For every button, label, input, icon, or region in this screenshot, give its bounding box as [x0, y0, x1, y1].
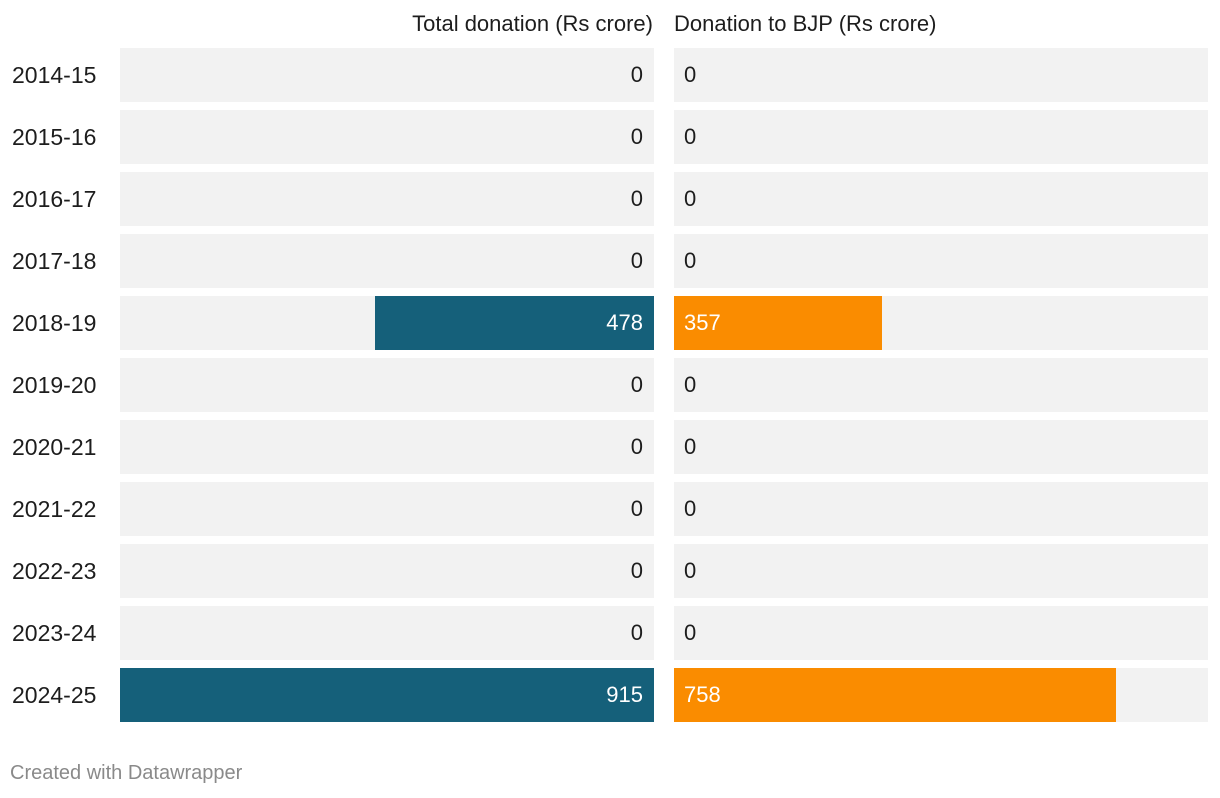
- total-value-label: 478: [606, 310, 643, 335]
- category-label: 2022-23: [12, 558, 97, 584]
- chart-row-2020-21: 2020-21 0 0: [0, 420, 1220, 474]
- category-label: 2020-21: [12, 434, 97, 460]
- category-label: 2018-19: [12, 310, 97, 336]
- chart-row-2015-16: 2015-16 0 0: [0, 110, 1220, 164]
- bjp-value-label: 0: [684, 62, 697, 87]
- total-bar-track: 0: [120, 482, 654, 536]
- total-value-label: 0: [630, 124, 643, 149]
- total-value-label: 0: [630, 186, 643, 211]
- chart-row-2023-24: 2023-24 0 0: [0, 606, 1220, 660]
- category-label: 2014-15: [12, 62, 97, 88]
- bjp-value-label: 758: [684, 682, 721, 707]
- bjp-bar-track: 0: [674, 606, 1208, 660]
- category-label: 2016-17: [12, 186, 97, 212]
- chart-row-2014-15: 2014-15 0 0: [0, 48, 1220, 102]
- bjp-bar-track: 0: [674, 544, 1208, 598]
- bjp-bar: [674, 668, 1116, 722]
- chart-row-2019-20: 2019-20 0 0: [0, 358, 1220, 412]
- total-bar: [120, 668, 654, 722]
- total-bar-track: 0: [120, 420, 654, 474]
- chart-row-2022-23: 2022-23 0 0: [0, 544, 1220, 598]
- total-value-label: 0: [630, 620, 643, 645]
- bjp-bar-track: 0: [674, 420, 1208, 474]
- bjp-value-label: 0: [684, 124, 697, 149]
- total-bar-track: 0: [120, 358, 654, 412]
- total-bar-track: 0: [120, 110, 654, 164]
- bjp-value-label: 0: [684, 558, 697, 583]
- bjp-value-label: 0: [684, 248, 697, 273]
- total-value-label: 0: [630, 62, 643, 87]
- chart-row-2021-22: 2021-22 0 0: [0, 482, 1220, 536]
- bjp-value-label: 0: [684, 496, 697, 521]
- bjp-bar-track: 0: [674, 48, 1208, 102]
- bjp-value-label: 0: [684, 620, 697, 645]
- total-bar-track: 0: [120, 234, 654, 288]
- bjp-bar-track: 0: [674, 358, 1208, 412]
- bjp-bar-track: 0: [674, 110, 1208, 164]
- total-bar: [375, 296, 654, 350]
- category-label: 2024-25: [12, 682, 97, 708]
- bjp-bar-track: 357: [674, 296, 1208, 350]
- chart-row-2024-25: 2024-25 915 758: [0, 668, 1220, 722]
- total-bar-track: 0: [120, 606, 654, 660]
- total-value-label: 0: [630, 434, 643, 459]
- bjp-bar: [674, 296, 882, 350]
- chart-row-2017-18: 2017-18 0 0: [0, 234, 1220, 288]
- total-value-label: 915: [606, 682, 643, 707]
- bjp-value-label: 357: [684, 310, 721, 335]
- total-value-label: 0: [630, 558, 643, 583]
- column-header-bjp-donation: Donation to BJP (Rs crore): [674, 11, 937, 36]
- bjp-bar-track: 0: [674, 482, 1208, 536]
- bjp-value-label: 0: [684, 372, 697, 397]
- bjp-value-label: 0: [684, 434, 697, 459]
- column-header-total-donation: Total donation (Rs crore): [412, 11, 653, 36]
- total-bar-track: 0: [120, 48, 654, 102]
- credit-text: Created with Datawrapper: [10, 762, 243, 784]
- total-bar-track: 0: [120, 172, 654, 226]
- category-label: 2017-18: [12, 248, 97, 274]
- total-bar-track: 478: [120, 296, 654, 350]
- bjp-bar-track: 0: [674, 172, 1208, 226]
- category-label: 2021-22: [12, 496, 97, 522]
- bjp-bar-track: 0: [674, 234, 1208, 288]
- chart-row-2016-17: 2016-17 0 0: [0, 172, 1220, 226]
- total-bar-track: 0: [120, 544, 654, 598]
- total-value-label: 0: [630, 372, 643, 397]
- category-label: 2019-20: [12, 372, 97, 398]
- total-bar-track: 915: [120, 668, 654, 722]
- category-label: 2015-16: [12, 124, 97, 150]
- total-value-label: 0: [630, 496, 643, 521]
- total-value-label: 0: [630, 248, 643, 273]
- category-label: 2023-24: [12, 620, 97, 646]
- bjp-value-label: 0: [684, 186, 697, 211]
- bjp-bar-track: 758: [674, 668, 1208, 722]
- chart-row-2018-19: 2018-19 478 357: [0, 296, 1220, 350]
